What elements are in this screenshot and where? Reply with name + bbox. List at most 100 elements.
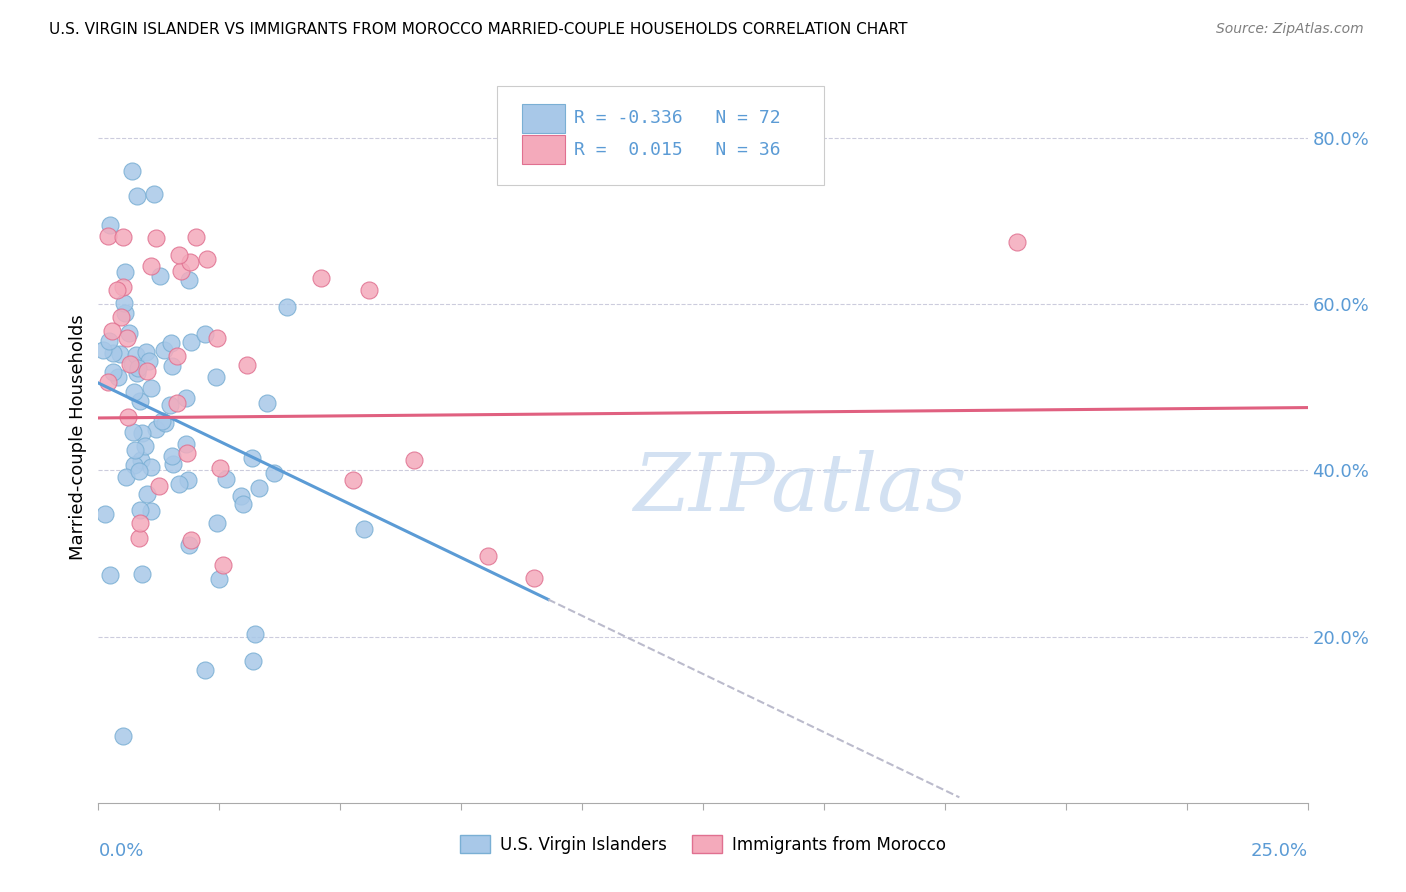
Point: [127, 189, 149, 203]
Point: [247, 481, 270, 495]
Point: [176, 446, 198, 460]
Point: [179, 538, 201, 552]
Point: [194, 663, 217, 677]
Point: [108, 347, 131, 361]
Point: [243, 626, 266, 640]
Point: [135, 344, 157, 359]
Point: [231, 489, 253, 503]
Point: [174, 391, 197, 405]
Text: R =  0.015   N = 36: R = 0.015 N = 36: [574, 141, 780, 159]
Point: [166, 349, 188, 363]
Point: [166, 396, 188, 410]
Point: [97, 375, 120, 389]
Point: [1007, 235, 1029, 249]
Text: U.S. VIRGIN ISLANDER VS IMMIGRANTS FROM MOROCCO MARRIED-COUPLE HOUSEHOLDS CORREL: U.S. VIRGIN ISLANDER VS IMMIGRANTS FROM …: [49, 22, 908, 37]
Point: [101, 324, 124, 338]
Point: [107, 370, 129, 384]
Point: [359, 283, 381, 297]
Point: [124, 443, 146, 458]
Point: [148, 479, 170, 493]
Point: [162, 359, 184, 374]
Point: [145, 422, 167, 436]
Point: [167, 247, 190, 261]
Point: [97, 229, 120, 244]
Point: [128, 360, 150, 375]
Point: [523, 571, 546, 585]
Point: [263, 466, 285, 480]
Text: 25.0%: 25.0%: [1250, 842, 1308, 860]
Point: [404, 452, 426, 467]
Y-axis label: Married-couple Households: Married-couple Households: [69, 314, 87, 560]
Point: [114, 265, 136, 279]
Text: ZIPatlas: ZIPatlas: [633, 450, 966, 527]
Point: [176, 474, 198, 488]
Point: [91, 343, 114, 357]
Point: [112, 296, 135, 310]
Point: [97, 334, 120, 348]
Point: [115, 331, 138, 345]
Point: [112, 229, 135, 244]
Point: [177, 273, 200, 287]
Point: [194, 326, 217, 341]
Point: [160, 336, 183, 351]
Point: [208, 572, 231, 586]
Point: [212, 558, 235, 572]
Point: [131, 567, 153, 582]
Point: [103, 346, 125, 360]
Point: [162, 457, 184, 471]
Point: [135, 364, 157, 378]
Point: [142, 186, 165, 201]
Point: [101, 366, 124, 380]
Point: [110, 310, 132, 324]
Point: [208, 460, 231, 475]
Point: [167, 476, 190, 491]
Point: [98, 568, 121, 582]
Point: [152, 343, 174, 358]
Point: [105, 283, 128, 297]
Point: [353, 521, 375, 535]
Point: [236, 359, 259, 373]
Point: [215, 472, 238, 486]
Point: [115, 470, 138, 484]
Point: [184, 230, 207, 244]
Point: [342, 473, 364, 487]
Point: [242, 655, 264, 669]
Point: [121, 164, 143, 178]
Point: [207, 331, 229, 345]
Point: [128, 464, 150, 478]
FancyBboxPatch shape: [522, 135, 565, 164]
Point: [150, 414, 173, 428]
Point: [120, 357, 142, 371]
Point: [477, 549, 499, 564]
Point: [127, 366, 149, 380]
Point: [149, 269, 172, 284]
Point: [240, 451, 263, 466]
Point: [129, 516, 152, 530]
Point: [129, 453, 152, 467]
Point: [122, 384, 145, 399]
Text: Source: ZipAtlas.com: Source: ZipAtlas.com: [1216, 22, 1364, 37]
Point: [159, 398, 181, 412]
Point: [125, 348, 148, 362]
Point: [169, 264, 191, 278]
Point: [155, 416, 177, 430]
Point: [139, 460, 162, 475]
Point: [180, 335, 202, 350]
Point: [276, 300, 298, 314]
Point: [98, 218, 121, 232]
Point: [138, 353, 160, 368]
Point: [207, 516, 229, 530]
Point: [114, 305, 136, 319]
Point: [134, 440, 156, 454]
FancyBboxPatch shape: [498, 86, 824, 185]
Point: [139, 504, 162, 518]
Point: [139, 381, 162, 395]
Point: [256, 396, 278, 410]
Point: [131, 425, 153, 440]
Legend: U.S. Virgin Islanders, Immigrants from Morocco: U.S. Virgin Islanders, Immigrants from M…: [453, 829, 953, 860]
Point: [135, 487, 157, 501]
Point: [128, 532, 150, 546]
Text: R = -0.336   N = 72: R = -0.336 N = 72: [574, 109, 780, 128]
Point: [128, 393, 150, 408]
Point: [122, 458, 145, 472]
